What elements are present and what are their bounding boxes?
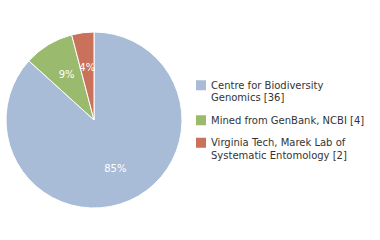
pie-slice — [6, 32, 182, 208]
legend-swatch — [196, 138, 206, 148]
chart: 85% 9% 4% Centre for BiodiversityGenomics [… — [0, 0, 380, 240]
legend-swatch — [196, 115, 206, 125]
data-label: 4% — [79, 62, 95, 73]
legend-label: Virginia Tech, Marek Lab ofSystematic En… — [211, 137, 347, 161]
legend: Centre for BiodiversityGenomics [36] Mine… — [196, 80, 364, 161]
legend-swatch — [196, 80, 206, 90]
pie-slice — [72, 32, 94, 120]
data-labels: 85% 9% 4% — [59, 62, 127, 174]
data-label: 85% — [104, 163, 126, 174]
legend-label: Mined from GenBank, NCBI [4] — [211, 115, 364, 126]
data-label: 9% — [59, 69, 75, 80]
legend-label: Centre for BiodiversityGenomics [36] — [211, 80, 324, 104]
pie — [6, 32, 182, 208]
chart-container: 85% 9% 4% Centre for BiodiversityGenomics [… — [0, 0, 380, 240]
